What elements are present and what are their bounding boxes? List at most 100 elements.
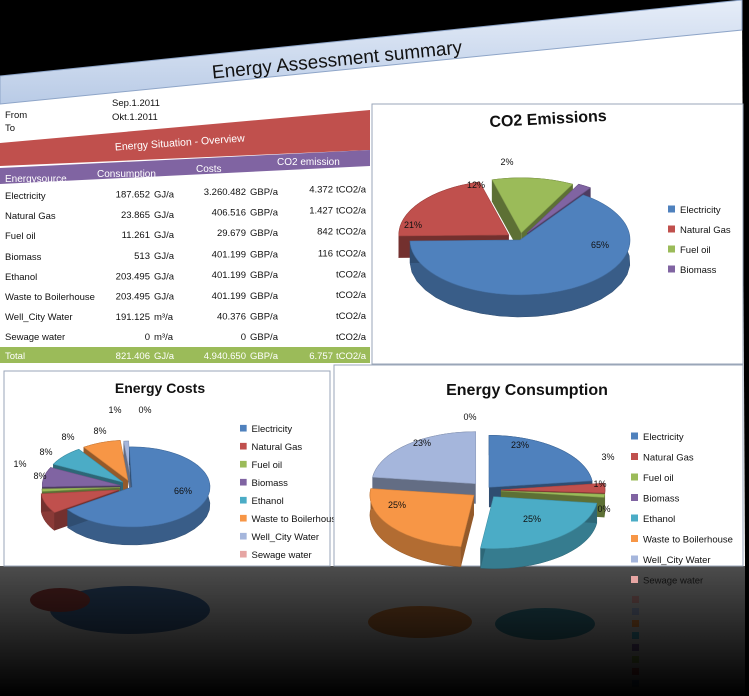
svg-text:Waste to Boilerhouse: Waste to Boilerhouse bbox=[252, 514, 342, 525]
svg-text:Natural Gas: Natural Gas bbox=[680, 225, 731, 236]
consumption-unit: GJ/a bbox=[154, 230, 175, 241]
consumption-pie: 23% 3% 1% 0% 25% 25% 23% 0% bbox=[369, 412, 615, 569]
consumption-chart-title: Energy Consumption bbox=[446, 382, 608, 399]
svg-text:Fuel oil: Fuel oil bbox=[643, 473, 674, 484]
consumption-unit: GJ/a bbox=[154, 210, 175, 221]
consumption-label-ethanol: 25% bbox=[523, 514, 541, 524]
total-co2-unit: tCO2/a bbox=[336, 351, 367, 362]
costs-label-sewage-water: 0% bbox=[138, 405, 151, 415]
svg-text:Ethanol: Ethanol bbox=[643, 514, 675, 525]
co2-legend: Electricity Natural Gas Fuel oil Biomass bbox=[668, 205, 731, 276]
costs-label-well-city-water: 1% bbox=[108, 405, 121, 415]
from-value: Sep.1.2011 bbox=[112, 98, 160, 109]
svg-text:Well_City Water: Well_City Water bbox=[252, 532, 320, 543]
svg-text:Ethanol: Ethanol bbox=[252, 496, 284, 507]
source-cell: Electricity bbox=[5, 191, 46, 202]
costs-chart-title: Energy Costs bbox=[115, 380, 205, 396]
cost-unit: GBP/a bbox=[250, 332, 279, 343]
co2-label-natural-gas: 21% bbox=[404, 220, 422, 230]
svg-text:Electricity: Electricity bbox=[643, 432, 684, 443]
costs-legend-natural-gas: Natural Gas bbox=[240, 442, 302, 453]
consumption-unit: GJ/a bbox=[154, 251, 175, 262]
source-cell: Natural Gas bbox=[5, 211, 56, 222]
consumption-value: 203.495 bbox=[116, 271, 150, 282]
table-row: Natural Gas 23.865 GJ/a 406.516 GBP/a 1.427 tC… bbox=[5, 206, 367, 222]
table-row: Fuel oil 11.261 GJ/a 29.679 GBP/a 842 tCO2/a bbox=[5, 227, 367, 243]
overview-table: Energy Situation - Overview Energysource… bbox=[0, 110, 370, 363]
total-cons-unit: GJ/a bbox=[154, 351, 175, 362]
consumption-unit: m³/a bbox=[154, 332, 174, 343]
svg-text:Waste to Boilerhouse: Waste to Boilerhouse bbox=[643, 535, 733, 546]
screen-reflection bbox=[0, 566, 749, 696]
consumption-label-electricity: 23% bbox=[511, 440, 529, 450]
co2-label-biomass: 2% bbox=[500, 157, 513, 167]
header-costs: Costs bbox=[196, 164, 222, 175]
consumption-unit: GJ/a bbox=[154, 292, 175, 303]
consumption-unit: GJ/a bbox=[154, 190, 175, 201]
table-body: Electricity 187.652 GJ/a 3.260.482 GBP/a 4.37… bbox=[5, 185, 367, 343]
cost-unit: GBP/a bbox=[250, 207, 279, 218]
consumption-value: 23.865 bbox=[121, 210, 150, 221]
table-row: Sewage water 0 m³/a 0 GBP/a tCO2/a bbox=[5, 332, 367, 343]
total-co2: 6.757 bbox=[309, 351, 333, 362]
consumption-value: 203.495 bbox=[116, 292, 150, 303]
co2-value: 1.427 bbox=[309, 206, 333, 217]
svg-text:Well_City Water: Well_City Water bbox=[643, 555, 711, 566]
consumption-unit: m³/a bbox=[154, 312, 174, 323]
source-cell: Well_City Water bbox=[5, 312, 73, 323]
costs-label-waste-to-boilerhouse: 8% bbox=[93, 426, 106, 436]
total-cost-unit: GBP/a bbox=[250, 351, 279, 362]
table-row: Electricity 187.652 GJ/a 3.260.482 GBP/a 4.37… bbox=[5, 185, 367, 202]
cost-unit: GBP/a bbox=[250, 291, 279, 302]
consumption-legend-electricity: Electricity bbox=[631, 432, 684, 443]
consumption-legend: Electricity Natural Gas Fuel oil Biomass Eth… bbox=[631, 432, 733, 587]
svg-text:Electricity: Electricity bbox=[680, 205, 721, 216]
table-row: Waste to Boilerhouse 203.495 GJ/a 401.199 GB… bbox=[5, 290, 367, 303]
consumption-label-waste-to-boilerhouse: 25% bbox=[388, 500, 406, 510]
cost-value: 40.376 bbox=[217, 311, 246, 322]
cost-value: 401.199 bbox=[212, 291, 246, 302]
consumption-label-fuel-oil: 1% bbox=[593, 479, 606, 489]
total-consumption: 821.406 bbox=[116, 351, 150, 362]
consumption-value: 513 bbox=[134, 251, 150, 262]
costs-label-natural-gas: 8% bbox=[33, 471, 46, 481]
co2-value: 4.372 bbox=[309, 185, 333, 196]
period-section: From Sep.1.2011 To Okt.1.2011 bbox=[5, 98, 160, 134]
co2-label-electricity: 65% bbox=[591, 240, 609, 250]
table-row: Biomass 513 GJ/a 401.199 GBP/a 116 tCO2/a bbox=[5, 248, 367, 263]
costs-legend-electricity: Electricity bbox=[240, 424, 292, 435]
consumption-legend-fuel-oil: Fuel oil bbox=[631, 473, 674, 484]
column-header-bar bbox=[0, 150, 370, 184]
header-consumption: Consumption bbox=[97, 169, 156, 180]
consumption-value: 11.261 bbox=[122, 230, 150, 241]
table-row: Ethanol 203.495 GJ/a 401.199 GBP/a tCO2/a bbox=[5, 269, 367, 283]
cost-value: 3.260.482 bbox=[204, 187, 246, 198]
source-cell: Fuel oil bbox=[5, 231, 36, 242]
source-cell: Biomass bbox=[5, 252, 42, 263]
svg-text:Fuel oil: Fuel oil bbox=[252, 460, 283, 471]
to-label: To bbox=[5, 123, 15, 134]
svg-text:Biomass: Biomass bbox=[680, 265, 717, 276]
costs-label-electricity: 66% bbox=[174, 486, 192, 496]
co2-unit: tCO2/a bbox=[336, 248, 367, 259]
co2-value: 842 bbox=[317, 227, 333, 238]
to-value: Okt.1.2011 bbox=[112, 112, 158, 123]
co2-emissions-panel: CO2 Emissions 65% 21% 12% 2% Electricity Nat… bbox=[371, 103, 744, 365]
energy-costs-panel: Energy Costs 66% 8% 1% 8% 8% 8% 1% 0% Electrici… bbox=[3, 370, 342, 567]
co2-unit: tCO2/a bbox=[336, 206, 367, 217]
consumption-legend-ethanol: Ethanol bbox=[631, 514, 675, 525]
cost-unit: GBP/a bbox=[250, 250, 279, 261]
costs-pie: 66% 8% 1% 8% 8% 8% 1% 0% bbox=[13, 405, 211, 546]
costs-legend-fuel-oil: Fuel oil bbox=[240, 460, 282, 471]
svg-text:Electricity: Electricity bbox=[252, 424, 293, 435]
svg-text:Natural Gas: Natural Gas bbox=[252, 442, 303, 453]
co2-slice-electricity bbox=[409, 194, 631, 318]
costs-label-fuel-oil: 1% bbox=[13, 459, 26, 469]
co2-legend-natural-gas: Natural Gas bbox=[668, 225, 731, 236]
consumption-value: 187.652 bbox=[116, 190, 150, 201]
cost-value: 401.199 bbox=[212, 250, 246, 261]
costs-legend-biomass: Biomass bbox=[240, 478, 288, 489]
consumption-legend-natural-gas: Natural Gas bbox=[631, 453, 694, 464]
cost-unit: GBP/a bbox=[250, 187, 279, 198]
